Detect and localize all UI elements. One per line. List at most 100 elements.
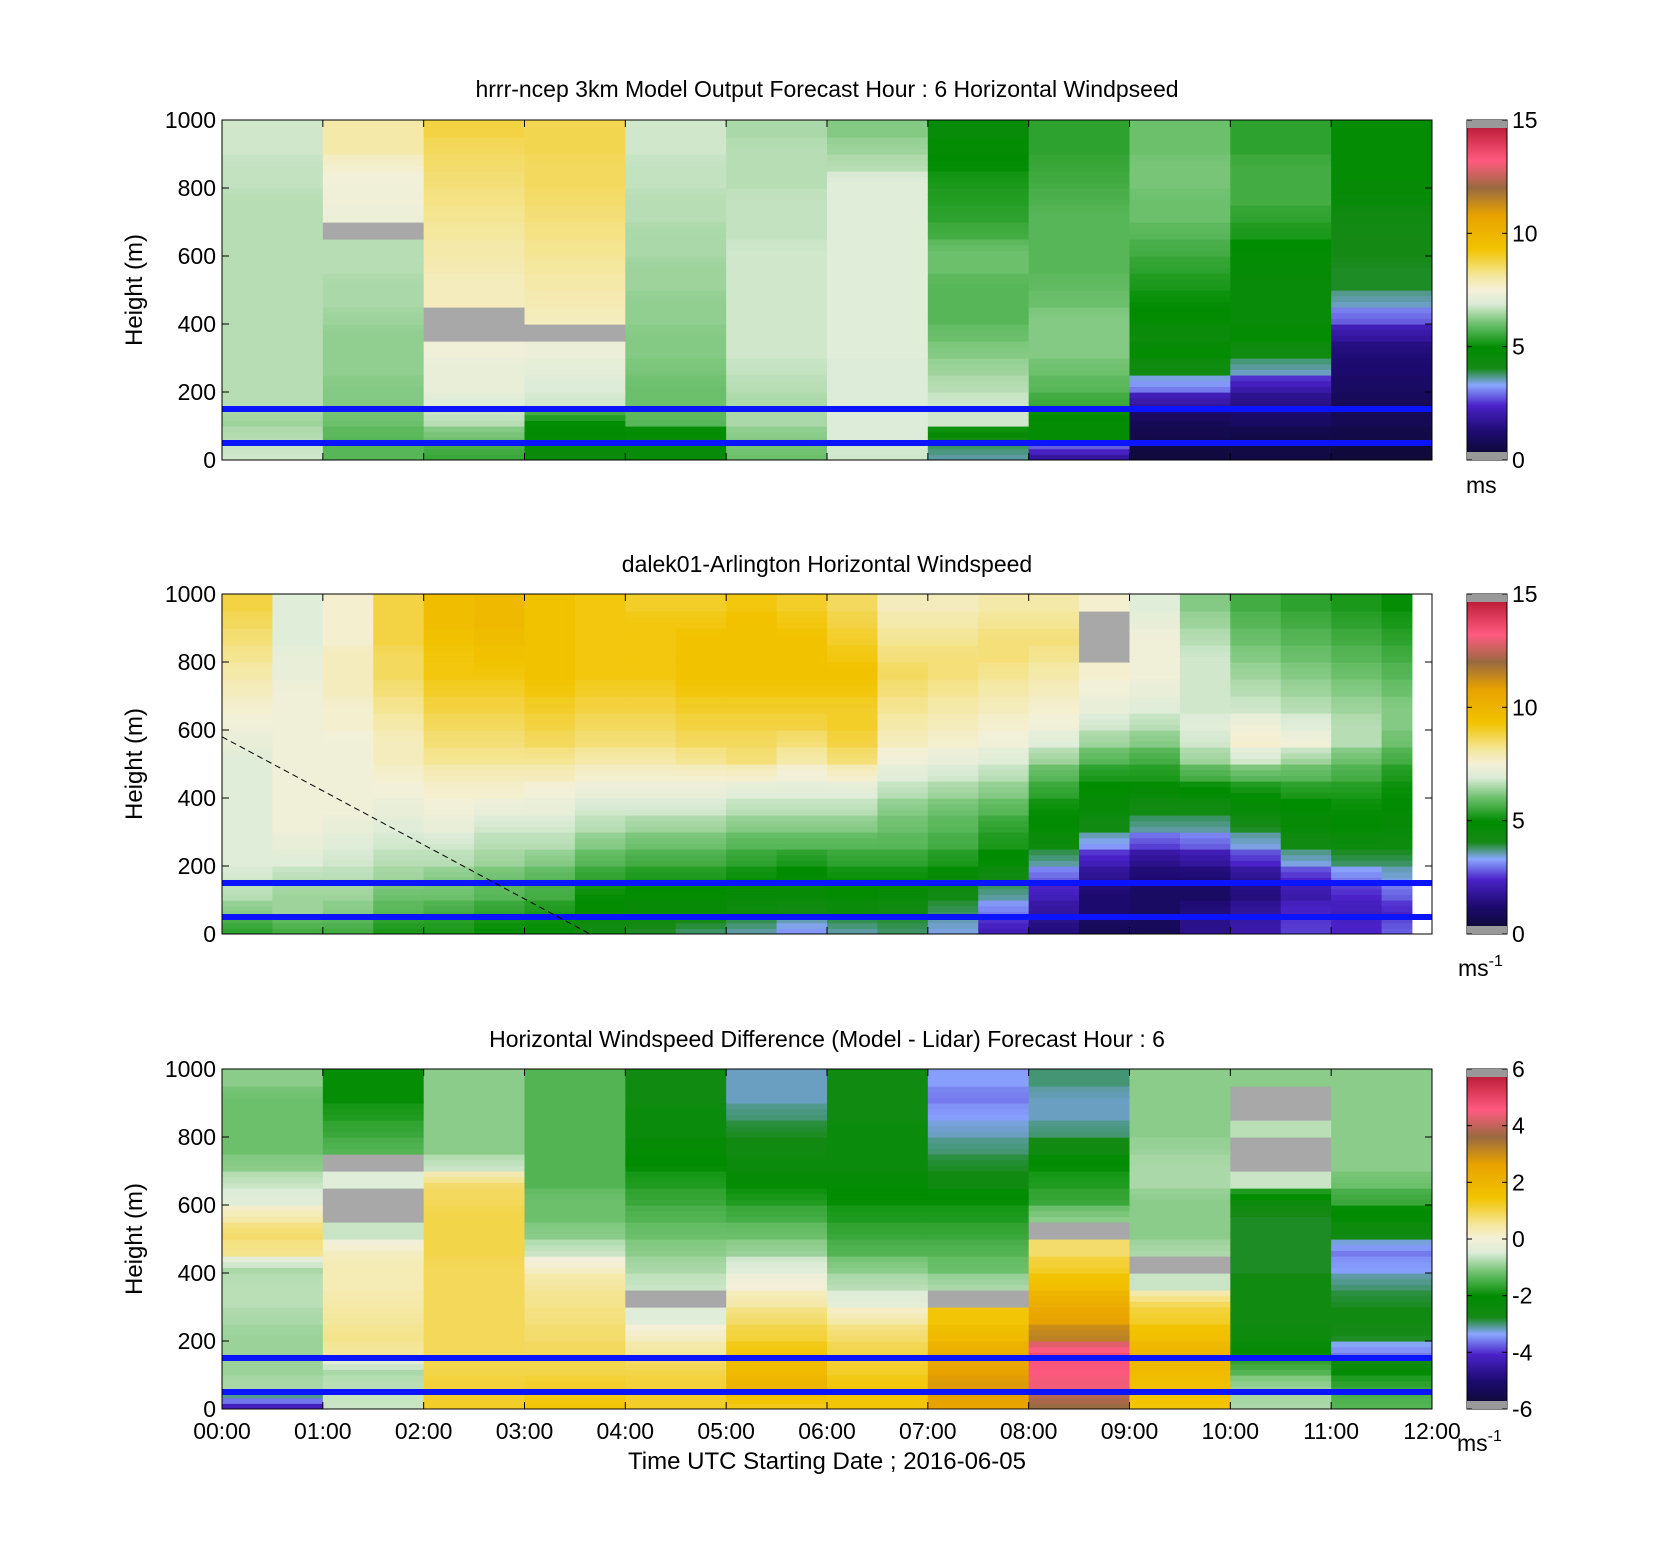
heatmap-cell bbox=[927, 392, 1030, 399]
heatmap-cell bbox=[322, 1312, 425, 1319]
colorbar-tick-label: -2 bbox=[1512, 1283, 1532, 1309]
heatmap-cell bbox=[1331, 764, 1383, 771]
heatmap-cell bbox=[1381, 628, 1413, 635]
heatmap-cell bbox=[877, 854, 929, 861]
heatmap-cell bbox=[322, 854, 374, 861]
heatmap-cell bbox=[1028, 329, 1131, 336]
heatmap-cell bbox=[322, 137, 425, 144]
heatmap-cell bbox=[574, 690, 626, 697]
heatmap-cell bbox=[423, 448, 526, 455]
heatmap-cell bbox=[373, 843, 425, 850]
heatmap-cell bbox=[877, 860, 929, 867]
heatmap-cell bbox=[1381, 656, 1413, 663]
heatmap-cell bbox=[726, 307, 828, 314]
colorbar-tick-label: 5 bbox=[1512, 808, 1525, 834]
heatmap-cell bbox=[1129, 1284, 1231, 1291]
heatmap-cell bbox=[222, 1256, 324, 1263]
heatmap-cell bbox=[423, 1318, 526, 1325]
heatmap-cell bbox=[1280, 781, 1332, 788]
heatmap-cell bbox=[423, 775, 475, 782]
heatmap-cell bbox=[524, 312, 626, 319]
heatmap-cell bbox=[423, 724, 475, 731]
heatmap-cell bbox=[272, 741, 324, 748]
heatmap-cell bbox=[1129, 171, 1231, 178]
heatmap-cell bbox=[272, 707, 324, 714]
heatmap-cell bbox=[827, 409, 929, 416]
heatmap-cell bbox=[827, 261, 929, 268]
heatmap-cell bbox=[423, 329, 526, 336]
heatmap-cell bbox=[1179, 826, 1231, 833]
heatmap-cell bbox=[524, 1148, 626, 1155]
heatmap-cell bbox=[474, 611, 526, 618]
heatmap-cell bbox=[1129, 1239, 1231, 1246]
heatmap-cell bbox=[1331, 324, 1432, 331]
heatmap-cell bbox=[1230, 888, 1282, 895]
heatmap-cell bbox=[726, 414, 828, 421]
heatmap-cell bbox=[474, 900, 526, 907]
heatmap-cell bbox=[322, 781, 374, 788]
heatmap-cell bbox=[675, 758, 727, 765]
heatmap-cell bbox=[1331, 307, 1432, 314]
heatmap-cell bbox=[726, 928, 778, 934]
heatmap-cell bbox=[726, 696, 778, 703]
heatmap-cell bbox=[474, 752, 526, 759]
heatmap-cell bbox=[1129, 1142, 1231, 1149]
heatmap-cell bbox=[322, 301, 425, 308]
heatmap-cell bbox=[675, 917, 727, 924]
heatmap-cell bbox=[222, 1227, 324, 1234]
colorbar-under-2 bbox=[1467, 926, 1507, 934]
heatmap-cell bbox=[1230, 656, 1282, 663]
heatmap-cell bbox=[1028, 894, 1080, 901]
heatmap-cell bbox=[1079, 758, 1131, 765]
heatmap-cell bbox=[322, 1097, 425, 1104]
heatmap-cell bbox=[322, 1091, 425, 1098]
heatmap-cell bbox=[1129, 420, 1231, 427]
heatmap-cell bbox=[827, 1261, 929, 1268]
heatmap-cell bbox=[625, 1210, 727, 1217]
heatmap-cell bbox=[1230, 346, 1332, 353]
heatmap-cell bbox=[222, 358, 324, 365]
heatmap-cell bbox=[927, 380, 1030, 387]
heatmap-cell bbox=[625, 341, 727, 348]
heatmap-cell bbox=[272, 747, 324, 754]
heatmap-cell bbox=[1129, 341, 1231, 348]
heatmap-cell bbox=[927, 707, 979, 714]
heatmap-cell bbox=[625, 917, 677, 924]
heatmap-cell bbox=[423, 1358, 526, 1365]
heatmap-cell bbox=[524, 1403, 626, 1409]
heatmap-cell bbox=[373, 826, 425, 833]
heatmap-cell bbox=[423, 1278, 526, 1285]
heatmap-cell bbox=[726, 227, 828, 234]
heatmap-cell bbox=[827, 1324, 929, 1331]
heatmap-cell bbox=[927, 142, 1030, 149]
heatmap-cell bbox=[827, 250, 929, 257]
heatmap-cell bbox=[322, 1244, 425, 1251]
heatmap-cell bbox=[322, 769, 374, 776]
heatmap-cell bbox=[726, 171, 828, 178]
heatmap-cell bbox=[1028, 1137, 1131, 1144]
heatmap-cell bbox=[423, 1380, 526, 1387]
x-tick-label: 12:00 bbox=[1403, 1418, 1461, 1444]
heatmap-cell bbox=[1280, 894, 1332, 901]
heatmap-cell bbox=[1230, 837, 1282, 844]
heatmap-cell bbox=[373, 917, 425, 924]
heatmap-cell bbox=[1331, 917, 1383, 924]
heatmap-cell bbox=[1331, 239, 1432, 246]
heatmap-cell bbox=[272, 667, 324, 674]
heatmap-cell bbox=[827, 267, 929, 274]
heatmap-cell bbox=[1079, 628, 1131, 635]
heatmap-cell bbox=[1381, 854, 1413, 861]
heatmap-cell bbox=[1179, 752, 1231, 759]
heatmap-cell bbox=[1230, 724, 1282, 731]
heatmap-cell bbox=[1331, 650, 1383, 657]
heatmap-cell bbox=[927, 318, 1030, 325]
heatmap-cell bbox=[1381, 673, 1413, 680]
heatmap-cell bbox=[222, 250, 324, 257]
heatmap-cell bbox=[1079, 803, 1131, 810]
heatmap-cell bbox=[1028, 324, 1131, 331]
heatmap-cell bbox=[625, 1244, 727, 1251]
heatmap-cell bbox=[1028, 1363, 1131, 1370]
heatmap-cell bbox=[524, 905, 576, 912]
heatmap-cell bbox=[423, 1307, 526, 1314]
